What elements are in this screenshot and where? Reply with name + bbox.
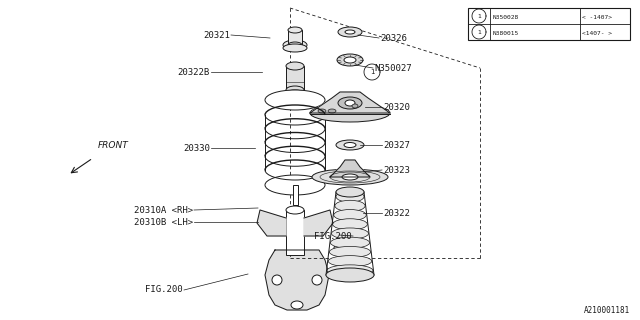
Polygon shape [310,92,390,113]
Ellipse shape [288,42,302,48]
Ellipse shape [283,44,307,52]
Bar [293,185,298,205]
Polygon shape [304,210,333,236]
Ellipse shape [352,104,358,108]
Ellipse shape [291,301,303,309]
Ellipse shape [284,90,306,98]
Ellipse shape [344,142,356,148]
Ellipse shape [326,268,374,282]
Text: 20323: 20323 [383,165,410,174]
Bar [286,210,304,255]
Text: N350028: N350028 [493,14,519,20]
Ellipse shape [286,86,304,94]
Polygon shape [257,210,286,236]
Ellipse shape [338,97,362,109]
Text: 1: 1 [477,13,481,19]
Ellipse shape [336,140,364,150]
Text: 20322B: 20322B [178,68,210,76]
Ellipse shape [286,62,304,70]
Ellipse shape [272,275,282,285]
Ellipse shape [312,275,322,285]
Bar [288,30,302,45]
Ellipse shape [338,27,362,37]
Text: N350027: N350027 [374,63,412,73]
Ellipse shape [330,246,371,258]
Text: FIG.200: FIG.200 [145,285,183,294]
Ellipse shape [310,104,390,122]
Text: 20321: 20321 [203,30,230,39]
Ellipse shape [337,54,363,66]
Ellipse shape [336,191,364,202]
Ellipse shape [265,175,325,195]
Polygon shape [265,250,329,310]
Bar [286,66,304,90]
Text: 20330: 20330 [183,143,210,153]
Ellipse shape [283,40,307,50]
Ellipse shape [328,256,372,267]
Text: 20310A <RH>: 20310A <RH> [134,205,193,214]
Text: 1: 1 [370,69,374,75]
Ellipse shape [265,90,325,110]
Text: 20322: 20322 [383,209,410,218]
Ellipse shape [334,244,346,252]
Ellipse shape [312,169,388,185]
Text: N380015: N380015 [493,30,519,36]
Text: FRONT: FRONT [98,141,129,150]
Ellipse shape [335,200,365,212]
Ellipse shape [333,219,367,230]
Ellipse shape [345,100,355,106]
Text: < -1407>: < -1407> [582,14,612,20]
Ellipse shape [330,237,369,248]
Ellipse shape [318,109,326,113]
Ellipse shape [288,27,302,33]
Ellipse shape [345,30,355,34]
Ellipse shape [286,206,304,214]
Text: <1407- >: <1407- > [582,30,612,36]
Text: A210001181: A210001181 [584,306,630,315]
Bar [468,8,630,40]
Ellipse shape [328,109,336,113]
Text: 20320: 20320 [383,102,410,111]
Ellipse shape [332,228,369,239]
Text: FIG.200: FIG.200 [314,231,352,241]
Text: 20327: 20327 [383,140,410,149]
Polygon shape [330,160,370,177]
Ellipse shape [327,265,373,276]
Ellipse shape [334,210,366,220]
Ellipse shape [342,174,358,180]
Text: 1: 1 [477,29,481,35]
Text: 20310B <LH>: 20310B <LH> [134,218,193,227]
Ellipse shape [336,187,364,197]
Ellipse shape [344,57,356,63]
Text: 20326: 20326 [380,34,407,43]
